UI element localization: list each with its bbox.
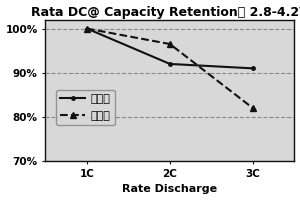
Line: 对照组: 对照组 xyxy=(83,25,256,112)
Line: 试验组: 试验组 xyxy=(83,25,256,72)
试验组 xyxy=(85,27,89,30)
试验组 xyxy=(251,67,255,70)
对照组 xyxy=(251,107,255,109)
Title: Rata DC@ Capacity Retention， 2.8-4.2V: Rata DC@ Capacity Retention， 2.8-4.2V xyxy=(31,6,300,19)
Legend: 试验组, 对照组: 试验组, 对照组 xyxy=(56,90,115,125)
对照组 xyxy=(168,43,172,45)
X-axis label: Rate Discharge: Rate Discharge xyxy=(122,184,218,194)
对照组 xyxy=(85,27,89,30)
试验组 xyxy=(168,63,172,65)
